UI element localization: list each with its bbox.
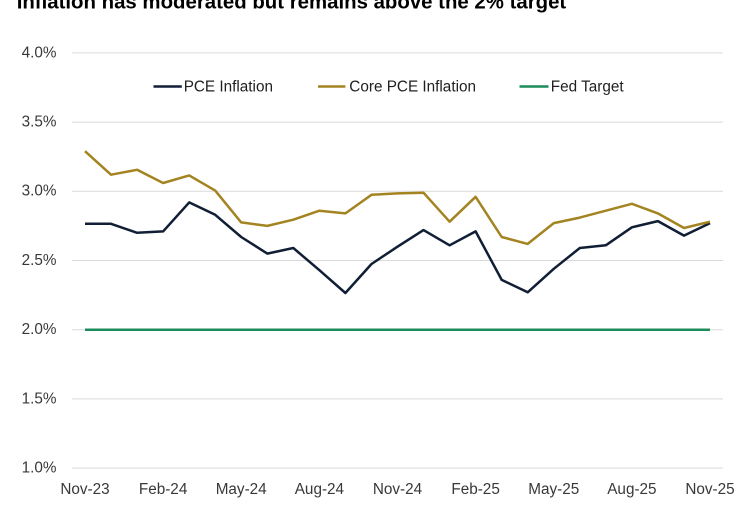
svg-text:Feb-25: Feb-25 [451, 481, 499, 498]
svg-text:1.5%: 1.5% [22, 390, 57, 407]
svg-text:4.0%: 4.0% [22, 44, 57, 61]
svg-text:May-25: May-25 [528, 481, 579, 498]
svg-text:Aug-24: Aug-24 [295, 481, 345, 498]
svg-text:3.0%: 3.0% [22, 183, 57, 200]
svg-text:Nov-25: Nov-25 [685, 481, 734, 498]
svg-text:1.0%: 1.0% [22, 460, 57, 477]
svg-text:Nov-24: Nov-24 [373, 481, 423, 498]
svg-text:Feb-24: Feb-24 [139, 481, 188, 498]
svg-text:2.0%: 2.0% [22, 321, 57, 338]
svg-text:2.5%: 2.5% [22, 252, 57, 269]
svg-text:Inflation has moderated but re: Inflation has moderated but remains abov… [17, 0, 567, 14]
svg-text:Fed Target: Fed Target [551, 78, 625, 95]
svg-text:Core PCE Inflation: Core PCE Inflation [349, 78, 476, 95]
svg-text:Aug-25: Aug-25 [607, 481, 656, 498]
svg-text:May-24: May-24 [216, 481, 267, 498]
svg-text:3.5%: 3.5% [22, 114, 57, 131]
svg-text:PCE Inflation: PCE Inflation [184, 78, 273, 95]
svg-text:Nov-23: Nov-23 [60, 481, 109, 498]
